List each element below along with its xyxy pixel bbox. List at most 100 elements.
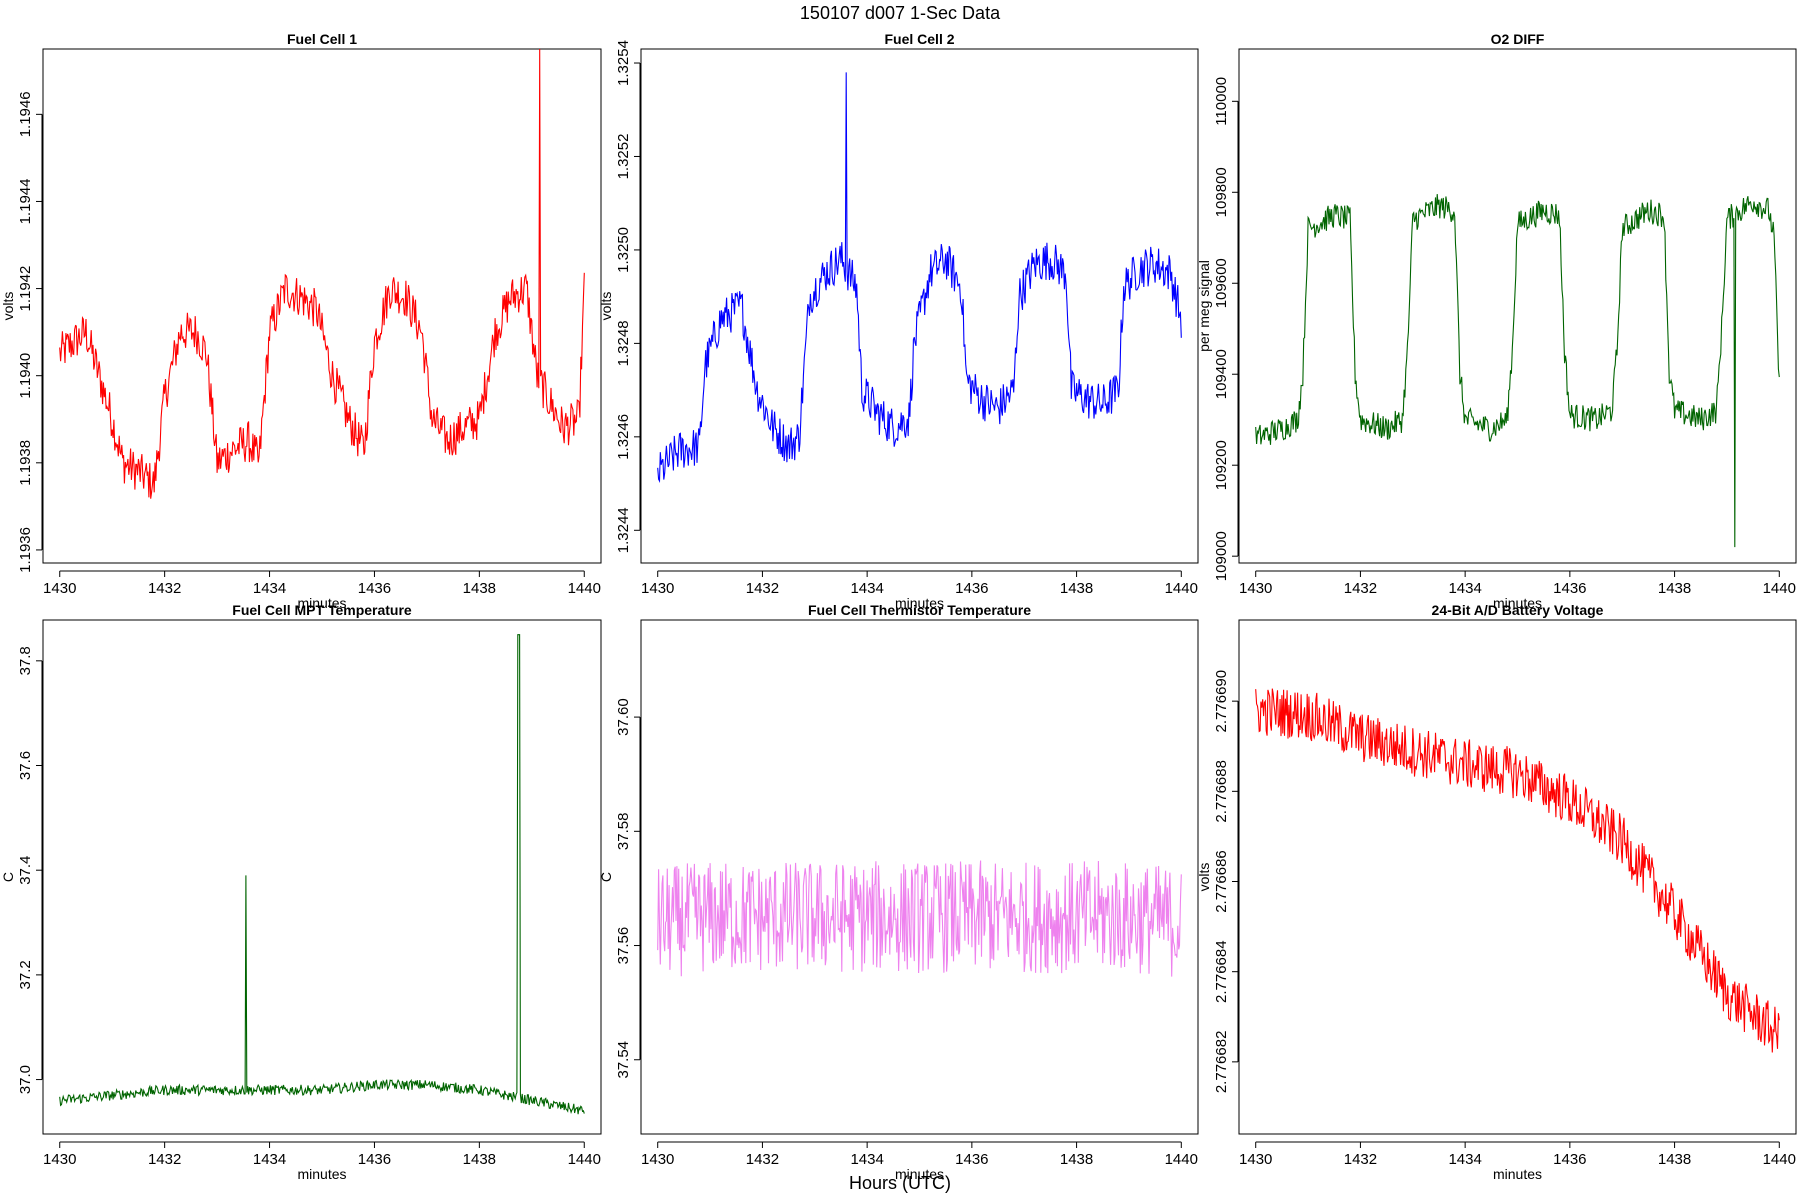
x-tick-label: 1438 (1060, 580, 1093, 597)
x-tick-label: 1430 (641, 580, 674, 597)
x-tick-label: 1432 (746, 1151, 779, 1168)
panel-title: Fuel Cell MPT Temperature (232, 602, 412, 618)
y-tick-label: 37.2 (17, 960, 34, 989)
panel-2: Fuel Cell 2 1430 1432 1434 1436 1438 1440 minut… (598, 31, 1199, 611)
y-tick-label: 1.3244 (615, 507, 632, 553)
x-tick-label: 1440 (1763, 1151, 1796, 1168)
x-tick-label: 1430 (1239, 580, 1272, 597)
panel-5: Fuel Cell Thermistor Temperature 1430 1432… (598, 602, 1199, 1182)
y-tick-label: 37.0 (17, 1065, 34, 1094)
panel-title: Fuel Cell 2 (884, 31, 954, 47)
x-axis-label: minutes (297, 1166, 346, 1182)
page-title: 150107 d007 1-Sec Data (800, 3, 1001, 23)
y-tick-label: 110000 (1213, 77, 1230, 126)
panel-title: 24-Bit A/D Battery Voltage (1432, 602, 1604, 618)
panel-6: 24-Bit A/D Battery Voltage 1430 1432 1434 14… (1196, 602, 1797, 1182)
series-line (59, 48, 585, 499)
x-tick-label: 1440 (1165, 580, 1198, 597)
x-tick-label: 1432 (1344, 1151, 1377, 1168)
x-tick-label: 1436 (1553, 580, 1586, 597)
series-line (657, 72, 1182, 484)
y-tick-label: 2.776690 (1213, 670, 1230, 733)
x-tick-label: 1432 (148, 580, 181, 597)
y-tick-label: 37.54 (615, 1041, 632, 1079)
y-tick-label: 2.776686 (1213, 850, 1230, 913)
x-tick-label: 1438 (463, 1151, 496, 1168)
y-tick-label: 109600 (1213, 258, 1230, 308)
y-tick-label: 1.3250 (615, 227, 632, 273)
y-tick-label: 2.776688 (1213, 760, 1230, 823)
panel-1: Fuel Cell 1 1430 1432 1434 1436 1438 1440 minut… (0, 31, 602, 611)
x-tick-label: 1432 (148, 1151, 181, 1168)
x-tick-label: 1430 (43, 1151, 76, 1168)
x-tick-label: 1438 (1658, 580, 1691, 597)
panel-3: O2 DIFF 1430 1432 1434 1436 1438 1440 minutes 10… (1196, 31, 1797, 611)
plot-frame (42, 619, 602, 1135)
y-tick-label: 1.1946 (17, 91, 34, 137)
x-tick-label: 1436 (955, 1151, 988, 1168)
plot-frame (42, 48, 602, 564)
x-axis-label: minutes (895, 1166, 944, 1182)
x-axis-label: minutes (895, 595, 944, 611)
x-axis-label: minutes (1493, 595, 1542, 611)
x-tick-label: 1434 (253, 1151, 286, 1168)
plot-frame (640, 619, 1199, 1135)
x-tick-label: 1438 (1658, 1151, 1691, 1168)
x-tick-label: 1440 (1165, 1151, 1198, 1168)
plot-frame (640, 48, 1199, 564)
y-tick-label: 109400 (1213, 349, 1230, 399)
y-tick-label: 1.3254 (615, 40, 632, 86)
y-tick-label: 1.3246 (615, 414, 632, 460)
y-axis-label: C (598, 872, 614, 882)
x-tick-label: 1432 (1344, 580, 1377, 597)
x-tick-label: 1440 (1763, 580, 1796, 597)
panels: Fuel Cell 1 1430 1432 1434 1436 1438 1440 minut… (0, 31, 1797, 1182)
x-tick-label: 1430 (641, 1151, 674, 1168)
plot-frame (1238, 619, 1797, 1135)
x-tick-label: 1434 (850, 580, 883, 597)
y-axis-label: volts (0, 292, 16, 321)
y-tick-label: 1.1936 (17, 527, 34, 573)
series-line (59, 634, 585, 1115)
panel-4: Fuel Cell MPT Temperature 1430 1432 1434 143… (0, 602, 602, 1182)
y-tick-label: 2.776684 (1213, 940, 1230, 1003)
x-tick-label: 1436 (358, 1151, 391, 1168)
y-tick-label: 37.58 (615, 813, 632, 851)
y-tick-label: 109200 (1213, 440, 1230, 490)
y-tick-label: 37.6 (17, 751, 34, 780)
x-tick-label: 1440 (568, 1151, 601, 1168)
series-line (657, 860, 1182, 977)
y-axis-label: C (0, 872, 16, 882)
y-tick-label: 37.8 (17, 646, 34, 675)
x-tick-label: 1438 (463, 580, 496, 597)
plot-frame (1238, 48, 1797, 564)
x-tick-label: 1436 (955, 580, 988, 597)
x-tick-label: 1438 (1060, 1151, 1093, 1168)
y-tick-label: 2.776682 (1213, 1031, 1230, 1094)
x-tick-label: 1430 (43, 580, 76, 597)
panel-title: Fuel Cell Thermistor Temperature (808, 602, 1031, 618)
y-tick-label: 1.1940 (17, 353, 34, 399)
y-tick-label: 37.60 (615, 698, 632, 736)
x-tick-label: 1434 (1448, 1151, 1481, 1168)
x-tick-label: 1434 (253, 580, 286, 597)
series-line (1255, 194, 1780, 548)
x-tick-label: 1440 (568, 580, 601, 597)
x-tick-label: 1436 (1553, 1151, 1586, 1168)
outer-x-axis-label: Hours (UTC) (849, 1173, 951, 1193)
y-tick-label: 109000 (1213, 531, 1230, 581)
x-tick-label: 1436 (358, 580, 391, 597)
y-tick-label: 1.1944 (17, 179, 34, 225)
y-axis-label: volts (1196, 863, 1212, 892)
y-tick-label: 1.3252 (615, 134, 632, 180)
x-tick-label: 1434 (1448, 580, 1481, 597)
panel-title: O2 DIFF (1491, 31, 1545, 47)
x-axis-label: minutes (1493, 1166, 1542, 1182)
y-tick-label: 1.1938 (17, 440, 34, 486)
y-tick-label: 1.3248 (615, 320, 632, 366)
y-tick-label: 37.56 (615, 927, 632, 965)
y-axis-label: volts (598, 292, 614, 321)
x-tick-label: 1432 (746, 580, 779, 597)
x-tick-label: 1434 (850, 1151, 883, 1168)
